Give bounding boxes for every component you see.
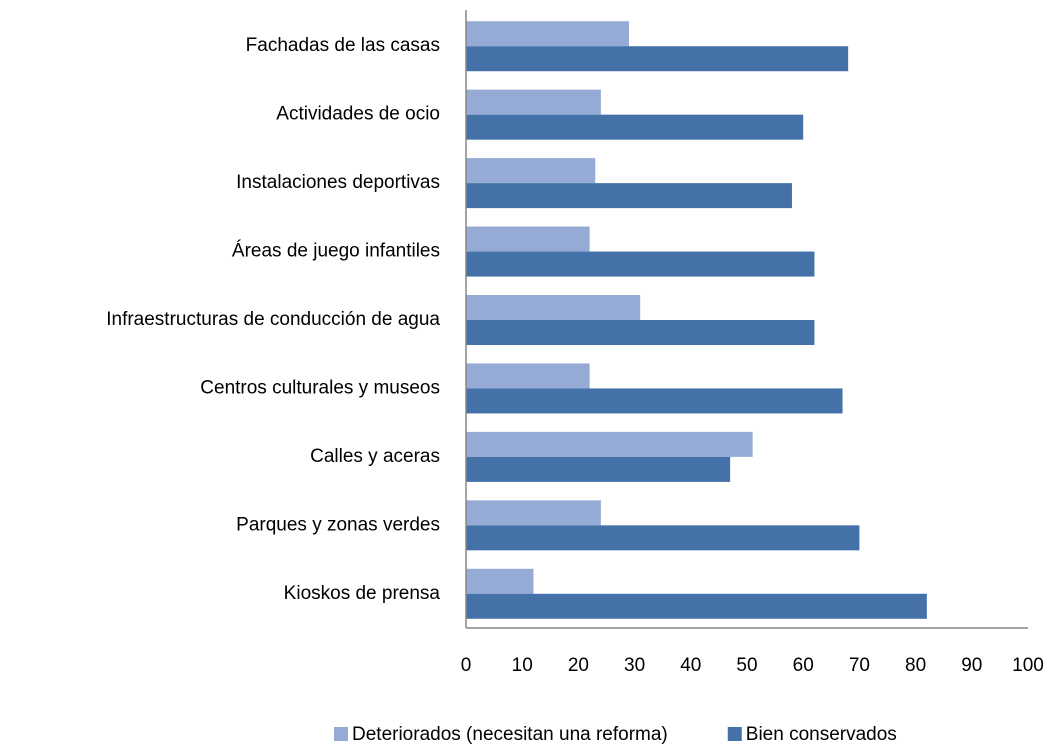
y-tick-label: Kioskos de prensa: [284, 583, 441, 604]
bar: [466, 114, 804, 140]
bar: [466, 183, 792, 209]
bar: [466, 320, 815, 345]
y-tick-label: Parques y zonas verdes: [236, 514, 440, 535]
x-tick-label: 100: [1012, 655, 1044, 676]
legend-swatch: [727, 727, 742, 741]
bar: [466, 431, 753, 457]
x-tick-label: 40: [680, 655, 701, 676]
x-tick-label: 0: [461, 655, 472, 676]
y-tick-label: Fachadas de las casas: [246, 35, 440, 56]
bar: [466, 525, 860, 551]
x-tick-label: 30: [624, 655, 645, 676]
bar: [466, 456, 731, 482]
x-tick-label: 20: [568, 655, 589, 676]
bar: [466, 89, 601, 115]
legend-label: Deteriorados (necesitan una reforma): [352, 724, 668, 745]
bar: [466, 46, 849, 72]
x-tick-label: 50: [736, 655, 757, 676]
x-tick-label: 60: [793, 655, 814, 676]
y-tick-label: Instalaciones deportivas: [236, 172, 440, 193]
y-tick-label: Centros culturales y museos: [200, 377, 440, 398]
bar: [466, 363, 590, 389]
bar: [466, 568, 534, 594]
x-tick-label: 70: [849, 655, 870, 676]
y-tick-label: Actividades de ocio: [276, 104, 440, 125]
y-tick-label: Calles y aceras: [310, 446, 440, 467]
y-tick-label: Infraestructuras de conducción de agua: [106, 309, 440, 330]
bar: [466, 593, 927, 619]
x-tick-label: 10: [512, 655, 533, 676]
bar: [466, 158, 596, 184]
legend-swatch: [334, 727, 348, 741]
bar: [466, 388, 843, 414]
x-tick-label: 80: [905, 655, 926, 676]
y-tick-label: Áreas de juego infantiles: [232, 241, 440, 262]
bar: [466, 21, 629, 47]
x-tick-label: 90: [961, 655, 982, 676]
bar: [466, 251, 815, 277]
legend-label: Bien conservados: [746, 724, 897, 745]
bar: [466, 500, 601, 526]
bar: [466, 226, 590, 252]
bar: [466, 295, 641, 320]
